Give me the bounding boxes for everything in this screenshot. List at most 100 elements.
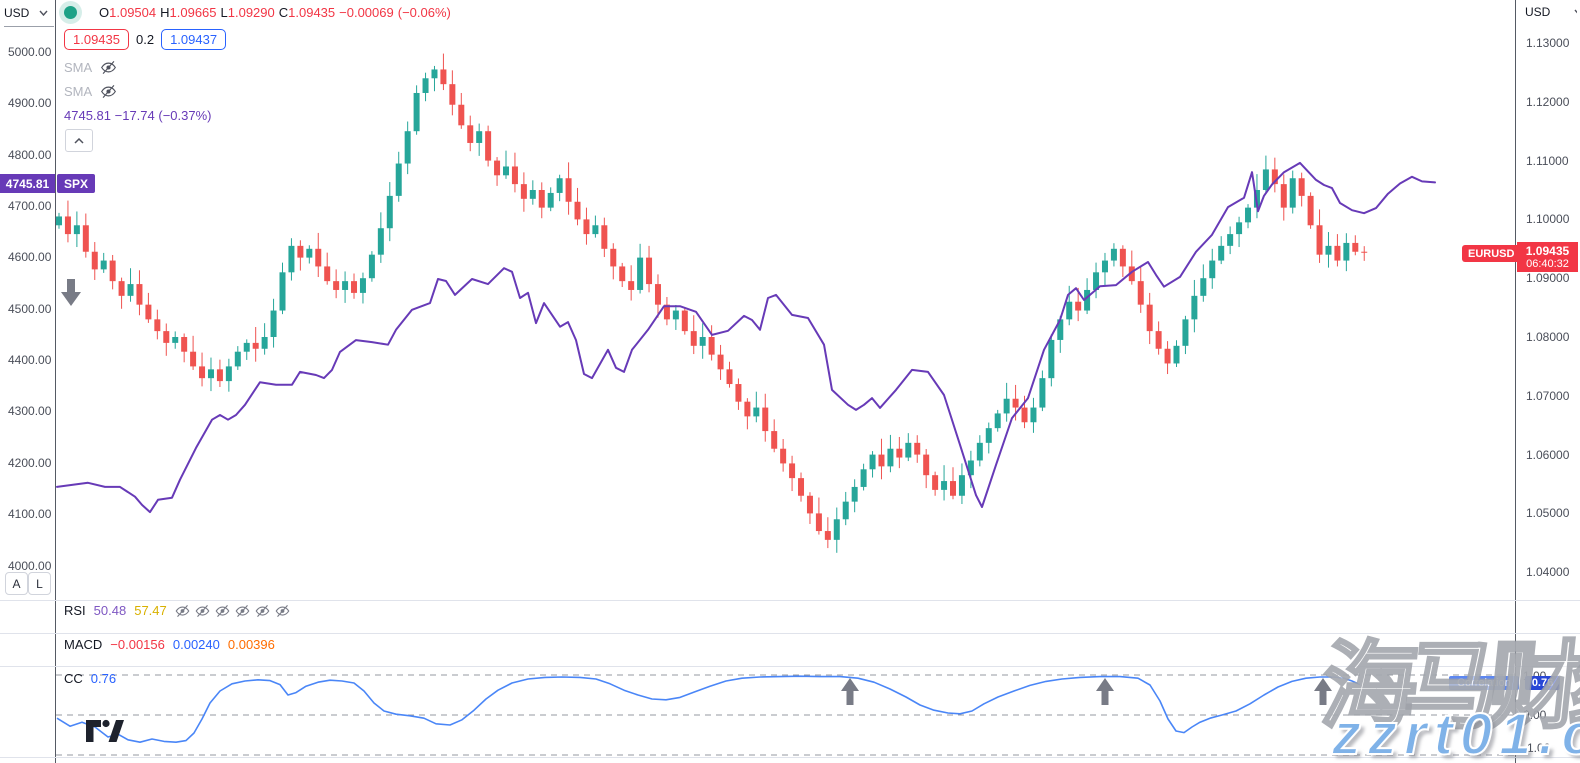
- log-scale-button[interactable]: L: [28, 572, 51, 595]
- candle-body: [109, 260, 116, 282]
- low-value: 1.09290: [227, 5, 275, 20]
- macd-value-1: −0.00156: [110, 637, 165, 652]
- candle-body: [1066, 301, 1073, 320]
- eye-off-icon[interactable]: [100, 84, 117, 99]
- candle-body: [181, 337, 188, 352]
- candle-body: [261, 337, 268, 349]
- right-axis-tick: 1.13000: [1526, 36, 1570, 50]
- candle-body: [941, 481, 948, 490]
- collapse-legend-button[interactable]: [65, 129, 93, 152]
- right-price-axis[interactable]: 1.13000 1.12000 1.11000 1.10000 1.09000 1.080…: [1515, 0, 1580, 763]
- cc-value: 0.76: [90, 671, 117, 686]
- candle-body: [1084, 289, 1091, 311]
- candle-body: [243, 342, 250, 352]
- macd-value-3: 0.00396: [227, 637, 275, 652]
- change-pct-value: (−0.06%): [397, 5, 451, 20]
- eye-off-icon[interactable]: [255, 604, 270, 618]
- left-currency-label: USD: [4, 6, 30, 20]
- candle-body: [1128, 266, 1135, 282]
- cc-scale-bottom: −1.00: [1520, 741, 1551, 755]
- candle-body: [154, 319, 161, 332]
- up-arrow-marker: [846, 691, 854, 705]
- candle-body: [842, 501, 849, 520]
- eye-off-icon[interactable]: [215, 604, 230, 618]
- candle-body: [1146, 304, 1153, 332]
- correlation-line: [56, 675, 1361, 744]
- candle-body: [789, 463, 796, 479]
- cc-legend: CC 0.76: [64, 671, 116, 686]
- candle-body: [735, 384, 742, 402]
- pane-separator[interactable]: [0, 666, 1580, 667]
- candle-body: [225, 366, 232, 382]
- up-arrow-marker: [1101, 691, 1109, 705]
- sell-bid-button[interactable]: 1.09435: [64, 29, 129, 50]
- close-value: 1.09435: [288, 5, 336, 20]
- auto-scale-button[interactable]: A: [5, 572, 28, 595]
- correlation-badge: Correlation 0.76: [1449, 676, 1561, 690]
- candle-body: [503, 166, 509, 176]
- candle-body: [1343, 242, 1350, 261]
- candle-body: [234, 351, 241, 367]
- spread-label: 0.2: [136, 32, 155, 47]
- candle-body: [1298, 178, 1305, 196]
- candle-body: [252, 342, 259, 349]
- correlation-badge-value: 0.76: [1524, 676, 1561, 690]
- candle-body: [1155, 331, 1162, 349]
- candle-body: [806, 495, 813, 514]
- eye-off-icon[interactable]: [175, 604, 190, 618]
- candle-body: [386, 195, 393, 229]
- candle-body: [914, 442, 921, 455]
- rsi-value-2: 57.47: [134, 603, 167, 618]
- left-price-axis[interactable]: 5000.00 4900.00 4800.00 4700.00 4600.00 4500.…: [0, 0, 56, 763]
- right-axis-tick: 1.05000: [1526, 506, 1570, 521]
- candle-body: [494, 160, 501, 176]
- candle-body: [216, 369, 223, 382]
- eye-off-icon[interactable]: [100, 60, 117, 75]
- candle-body: [422, 78, 429, 93]
- up-arrow-marker: [1319, 691, 1327, 705]
- candle-body: [1093, 272, 1100, 290]
- candle-body: [56, 216, 62, 226]
- candle-body: [315, 248, 322, 267]
- candle-body: [306, 248, 313, 258]
- candle-body: [762, 407, 769, 432]
- right-currency-dropdown[interactable]: USD: [1525, 0, 1577, 24]
- candle-body: [780, 448, 787, 464]
- pane-separator[interactable]: [0, 757, 1580, 758]
- left-axis-tick: 4200.00: [8, 455, 52, 470]
- eye-off-icon[interactable]: [275, 604, 290, 618]
- tradingview-logo[interactable]: [86, 719, 124, 745]
- pane-separator[interactable]: [0, 600, 1580, 601]
- pane-separator[interactable]: [0, 633, 1580, 634]
- candle-body: [601, 225, 608, 249]
- buy-ask-button[interactable]: 1.09437: [161, 29, 227, 50]
- candle-body: [690, 331, 697, 346]
- left-currency-dropdown[interactable]: USD: [4, 0, 54, 27]
- correlation-badge-label: Correlation: [1449, 676, 1519, 690]
- right-axis-tick: 1.06000: [1526, 447, 1570, 462]
- eye-off-icon[interactable]: [235, 604, 250, 618]
- candle-body: [932, 475, 939, 490]
- down-arrow-marker: [61, 292, 81, 306]
- candle-body: [699, 337, 706, 346]
- spx-axis-price-badge: 4745.81: [0, 174, 55, 193]
- candle-body: [1307, 195, 1314, 226]
- candle-body: [681, 310, 688, 332]
- candle-body: [395, 163, 402, 196]
- candle-body: [1003, 398, 1010, 414]
- eurusd-last-price-badge: 1.09435 06:40:32: [1517, 242, 1578, 272]
- candle-body: [565, 178, 572, 202]
- candle-body: [637, 257, 644, 290]
- right-axis-tick: 1.11000: [1526, 153, 1569, 168]
- left-axis-tick: 4400.00: [8, 353, 52, 368]
- candle-body: [726, 369, 733, 385]
- candle-body: [1137, 281, 1144, 305]
- eye-off-icon[interactable]: [195, 604, 210, 618]
- candle-body: [1039, 378, 1046, 408]
- candle-body: [583, 219, 590, 235]
- up-arrow-marker: [841, 678, 859, 691]
- down-arrow-marker: [67, 279, 75, 293]
- spx-symbol-tag: SPX: [57, 174, 96, 193]
